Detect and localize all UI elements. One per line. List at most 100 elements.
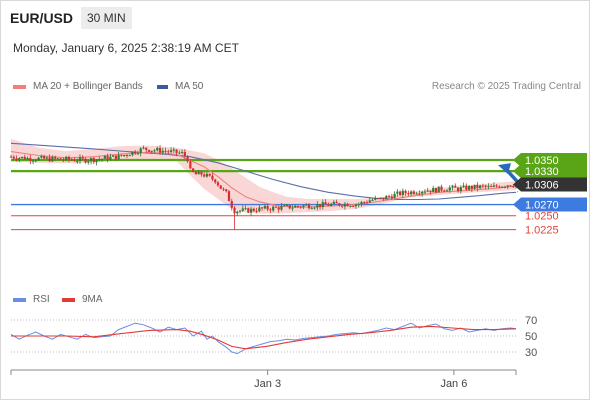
candle-body [203, 174, 206, 177]
candle-body [470, 186, 473, 189]
candle-body [222, 188, 225, 190]
candle-body [363, 202, 366, 204]
price-tag-1.0330: 1.0330 [513, 164, 587, 179]
candle-body [56, 158, 60, 160]
candle-body [407, 193, 410, 195]
candle-body [288, 204, 291, 209]
legend-rsi: RSI [13, 294, 50, 305]
candle-body [390, 196, 393, 199]
candle-body [261, 207, 264, 209]
datetime-label: Monday, January 6, 2025 2:38:19 AM CET [13, 41, 239, 55]
candle-body [349, 205, 352, 207]
candle-body [291, 207, 294, 209]
candle-body [106, 156, 109, 160]
candle-body [266, 206, 269, 210]
candle-body [67, 156, 71, 160]
candle-body [238, 210, 242, 212]
x-tick-label: Jan 6 [440, 378, 467, 390]
candle-body [343, 203, 347, 207]
price-tag-1.0270-bg [513, 197, 587, 212]
candle-body [225, 189, 228, 192]
candle-body [236, 211, 239, 214]
candle-body [51, 156, 54, 162]
candle-body [20, 156, 24, 158]
ma20-swatch [13, 84, 26, 89]
candle-body [136, 153, 140, 155]
candle-body [26, 157, 29, 160]
candle-body [294, 205, 297, 208]
candle-body [214, 179, 217, 183]
candle-body [454, 185, 457, 188]
candle-body [62, 159, 65, 161]
candle-body [332, 201, 335, 204]
candle-body [354, 204, 358, 207]
candle-body [164, 150, 167, 152]
candle-body [65, 156, 68, 160]
candle-body [307, 204, 311, 209]
candle-body [490, 186, 493, 188]
candle-body [421, 191, 424, 194]
candle-body [161, 150, 164, 153]
candle-body [387, 196, 391, 198]
candle-body [451, 185, 454, 188]
candle-body [509, 185, 512, 187]
candle-body [180, 151, 184, 153]
candle-body [426, 190, 429, 192]
candle-body [247, 208, 250, 213]
candle-body [352, 205, 355, 207]
candle-body [78, 157, 82, 162]
candle-body [15, 158, 18, 160]
candle-body [142, 147, 145, 149]
candle-body [299, 206, 302, 208]
candle-body [274, 206, 278, 208]
candle-body [205, 173, 209, 177]
pair-title: EUR/USD [10, 10, 74, 26]
rsi-swatch [13, 297, 26, 302]
candle-body [498, 186, 501, 188]
price-tag-1.0270-text: 1.0270 [525, 200, 559, 212]
candle-body [156, 147, 159, 151]
candle-body [244, 208, 247, 210]
timeframe-badge[interactable]: 30 MIN [81, 7, 132, 29]
candle-body [189, 161, 192, 169]
candle-body [109, 156, 112, 160]
candle-body [76, 161, 79, 163]
candle-body [131, 151, 134, 156]
rsi-line [10, 322, 517, 355]
candle-body [371, 199, 374, 201]
candle-body [29, 157, 32, 161]
rsi-tick-30: 30 [525, 347, 537, 359]
candle-body [341, 205, 344, 207]
candle-body [346, 203, 349, 207]
candle-body [379, 197, 382, 199]
price-tag-last-text: 1.0306 [525, 180, 559, 192]
candle-body [302, 205, 305, 208]
candle-body [382, 197, 385, 200]
candle-body [393, 193, 396, 199]
candle-body [503, 186, 507, 188]
legend-ma50-label: MA 50 [175, 81, 204, 92]
price-tag-1.0330-bg [513, 164, 587, 179]
candle-body [192, 168, 195, 172]
candle-body [139, 148, 142, 154]
candle-body [324, 202, 327, 205]
candle-body [445, 190, 449, 192]
candle-body [258, 207, 261, 212]
candle-body [283, 205, 286, 207]
candle-body [479, 185, 482, 189]
candle-body [434, 188, 438, 193]
candle-body [12, 156, 15, 159]
legend-rsi-label: RSI [33, 294, 50, 305]
candle-body [484, 185, 487, 187]
candle-body [487, 186, 490, 188]
candle-body [398, 191, 402, 195]
candle-body [172, 149, 175, 151]
candle-body [183, 151, 186, 157]
price-tag-1.0350-bg [513, 153, 587, 167]
candle-body [54, 156, 57, 159]
price-tag-1.0350-text: 1.0350 [525, 155, 559, 167]
candle-body [404, 190, 407, 194]
candle-body [321, 202, 324, 207]
candle-body [252, 208, 255, 211]
